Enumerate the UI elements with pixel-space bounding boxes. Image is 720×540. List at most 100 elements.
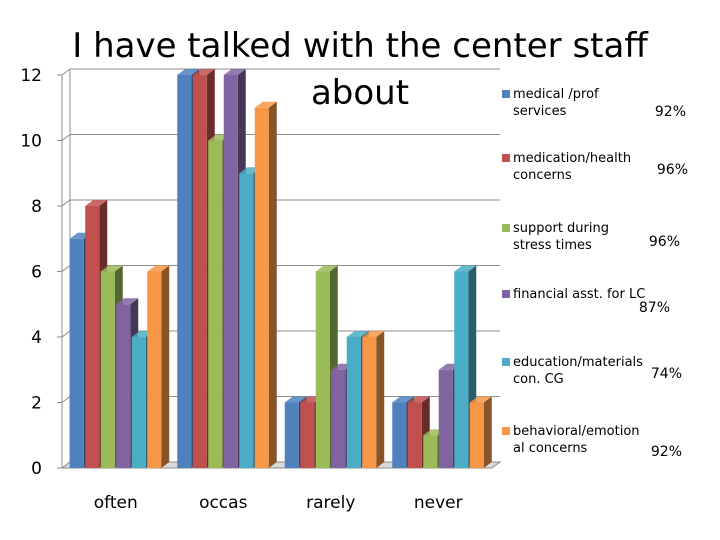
bar-top bbox=[346, 331, 369, 337]
y-tick-label: 6 bbox=[31, 263, 42, 283]
bar-front bbox=[131, 337, 146, 468]
bar-top bbox=[147, 265, 170, 272]
legend-label: behavioral/emotion bbox=[513, 424, 640, 439]
bar-front bbox=[147, 271, 162, 468]
legend-label: financial asst. for LC bbox=[513, 287, 645, 302]
bar-top bbox=[454, 265, 477, 272]
bar-top bbox=[223, 69, 246, 75]
bar-top bbox=[407, 396, 430, 403]
legend-label: stress times bbox=[513, 238, 592, 253]
legend-percent: 87% bbox=[639, 300, 670, 316]
bar-front bbox=[116, 304, 131, 468]
bar-front bbox=[469, 402, 484, 468]
gridline bbox=[61, 134, 500, 141]
legend-label: medication/health bbox=[513, 151, 631, 166]
x-tick-labels: often occas rarely never bbox=[94, 493, 463, 513]
x-tick-label: often bbox=[94, 493, 138, 513]
bar-side bbox=[483, 396, 492, 468]
bar-front bbox=[223, 75, 238, 468]
bar-top bbox=[469, 396, 492, 403]
bar-front bbox=[254, 107, 269, 468]
bar-top bbox=[116, 298, 139, 305]
bar-top bbox=[192, 69, 215, 75]
bar-front bbox=[284, 402, 299, 468]
bar-top bbox=[315, 265, 338, 272]
y-tick-label: 10 bbox=[20, 132, 42, 152]
bar-front bbox=[192, 75, 207, 468]
bar-front bbox=[423, 435, 438, 468]
x-tick-label: occas bbox=[199, 493, 248, 513]
bar-top bbox=[362, 331, 385, 337]
bar-front bbox=[438, 369, 453, 468]
y-tick-label: 12 bbox=[20, 66, 42, 86]
bar-front bbox=[392, 402, 407, 468]
legend-label: services bbox=[513, 104, 567, 119]
gridline bbox=[61, 265, 500, 272]
bar-front bbox=[85, 206, 100, 468]
legend-swatch bbox=[502, 154, 510, 162]
bar-front bbox=[69, 238, 84, 468]
chart-title-line-2: about bbox=[311, 73, 409, 113]
legend-label: al concerns bbox=[513, 441, 588, 456]
legend-percent: 92% bbox=[651, 444, 682, 460]
bar-top bbox=[177, 69, 200, 75]
bar bbox=[362, 331, 385, 468]
legend-label: medical /prof bbox=[513, 87, 599, 102]
bar-side bbox=[161, 265, 170, 468]
legend-swatch bbox=[502, 224, 510, 232]
gridline bbox=[61, 199, 500, 207]
bar-side bbox=[268, 101, 277, 468]
legend-swatch bbox=[502, 90, 510, 98]
legend: medical /prof services 92% medication/healt… bbox=[502, 87, 688, 460]
bar-top bbox=[100, 265, 123, 272]
y-tick-label: 0 bbox=[31, 459, 42, 479]
y-tick-label: 2 bbox=[31, 394, 42, 414]
bar-top bbox=[284, 396, 307, 403]
bar-side bbox=[376, 331, 385, 468]
chart-title-line-1: I have talked with the center staff bbox=[72, 26, 649, 66]
bar-front bbox=[100, 271, 115, 468]
bar-top bbox=[254, 101, 277, 108]
legend-percent: 96% bbox=[649, 234, 680, 250]
legend-percent: 74% bbox=[651, 366, 682, 382]
legend-swatch bbox=[502, 358, 510, 366]
bar-top bbox=[392, 396, 415, 403]
y-tick-labels: 0 2 4 6 8 10 12 bbox=[20, 66, 62, 479]
legend-swatch bbox=[502, 290, 510, 298]
bar-top bbox=[85, 200, 108, 206]
legend-percent: 96% bbox=[657, 162, 688, 178]
gridline bbox=[61, 68, 500, 76]
bar bbox=[469, 396, 492, 468]
legend-swatch bbox=[502, 427, 510, 435]
chart-title: I have talked with the center staff abou… bbox=[72, 26, 649, 113]
bars bbox=[69, 69, 492, 468]
bar-front bbox=[346, 337, 361, 468]
x-tick-label: rarely bbox=[306, 493, 355, 513]
bar-front bbox=[454, 271, 469, 468]
bar-front bbox=[239, 173, 254, 468]
bar-front bbox=[177, 75, 192, 468]
bar-front bbox=[315, 271, 330, 468]
legend-label: concerns bbox=[513, 168, 572, 183]
bar-front bbox=[362, 337, 377, 468]
bar bbox=[254, 101, 277, 468]
bar bbox=[147, 265, 170, 468]
y-tick-label: 4 bbox=[31, 328, 42, 348]
y-tick-label: 8 bbox=[31, 197, 42, 217]
legend-item: medical /prof services 92% bbox=[502, 87, 686, 120]
legend-percent: 92% bbox=[655, 104, 686, 120]
x-tick-label: never bbox=[414, 493, 463, 513]
bar-front bbox=[331, 369, 346, 468]
legend-label: con. CG bbox=[513, 372, 564, 387]
bar-front bbox=[407, 402, 422, 468]
legend-item: support during stress times 96% bbox=[502, 221, 680, 253]
legend-item: education/materials con. CG 74% bbox=[502, 355, 682, 387]
legend-label: education/materials bbox=[513, 355, 643, 370]
bar-front bbox=[208, 140, 223, 468]
legend-item: medication/health concerns 96% bbox=[502, 151, 688, 183]
legend-item: behavioral/emotion al concerns 92% bbox=[502, 424, 682, 460]
bar-front bbox=[300, 402, 315, 468]
legend-label: support during bbox=[513, 221, 609, 236]
